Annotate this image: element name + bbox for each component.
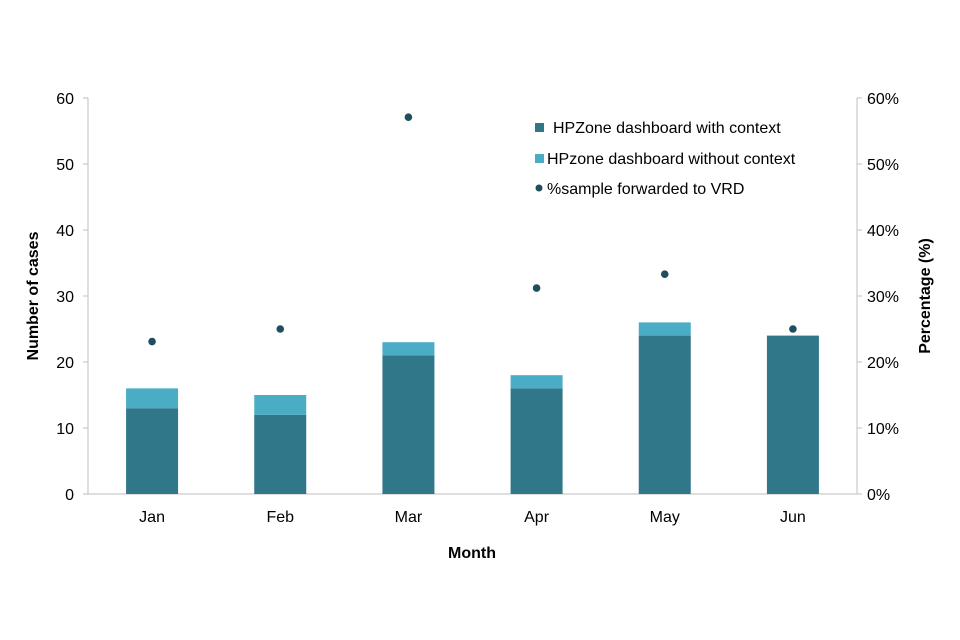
left-y-tick-label: 30	[56, 289, 74, 306]
point-apr-percent-forwarded	[532, 284, 541, 292]
y2-axis-title: Percentage (%)	[917, 238, 934, 354]
left-y-tick-label: 20	[56, 355, 74, 372]
legend-swatch-without-context	[535, 154, 544, 163]
right-y-tick-label: 0%	[867, 487, 890, 504]
left-y-tick-label: 10	[56, 421, 74, 438]
x-tick-label-apr: Apr	[524, 509, 550, 526]
x-tick-labels: Jan Feb Mar Apr May Jun	[139, 509, 806, 526]
points	[148, 113, 797, 346]
bar-apr-hpzone-dashboard-without-context	[510, 375, 563, 389]
right-y-tick-label: 30%	[867, 289, 899, 306]
legend: HPZone dashboard with context HPzone das…	[535, 120, 796, 198]
right-y-tick-label: 60%	[867, 91, 899, 108]
bar-feb-hpzone-dashboard-without-context	[254, 395, 307, 415]
legend-label-percent: %sample forwarded to VRD	[547, 181, 744, 198]
bar-mar-hpzone-dashboard-with-context	[382, 355, 435, 494]
legend-label-without-context: HPzone dashboard without context	[547, 151, 796, 168]
right-y-tick-labels: 0% 10% 20% 30% 40% 50% 60%	[857, 91, 899, 504]
legend-label-with-context: HPZone dashboard with context	[553, 120, 781, 137]
x-axis-title: Month	[448, 545, 496, 562]
right-y-tick-label: 10%	[867, 421, 899, 438]
bar-may-hpzone-dashboard-without-context	[638, 322, 691, 336]
x-tick-label-jun: Jun	[780, 509, 806, 526]
bar-jan-hpzone-dashboard-without-context	[126, 388, 179, 409]
right-y-tick-label: 20%	[867, 355, 899, 372]
legend-marker-percent	[535, 184, 543, 192]
x-tick-label-jan: Jan	[139, 509, 165, 526]
bars	[126, 322, 819, 494]
x-tick-label-feb: Feb	[266, 509, 294, 526]
point-feb-percent-forwarded	[276, 325, 285, 333]
left-y-tick-label: 0	[65, 487, 74, 504]
point-jan-percent-forwarded	[148, 337, 156, 346]
point-jun-percent-forwarded	[789, 325, 797, 333]
x-tick-label-mar: Mar	[395, 509, 423, 526]
left-y-tick-labels: 0 10 20 30 40 50 60	[56, 91, 88, 504]
left-y-tick-label: 40	[56, 223, 74, 240]
right-y-tick-label: 50%	[867, 157, 899, 174]
legend-swatch-with-context	[535, 123, 544, 132]
bar-mar-hpzone-dashboard-without-context	[382, 342, 435, 356]
bar-jun-hpzone-dashboard-with-context	[766, 335, 819, 494]
left-y-tick-label: 60	[56, 91, 74, 108]
x-tick-label-may: May	[650, 509, 680, 526]
bar-apr-hpzone-dashboard-with-context	[510, 388, 563, 494]
bar-feb-hpzone-dashboard-with-context	[254, 414, 307, 494]
bar-may-hpzone-dashboard-with-context	[638, 335, 691, 494]
bar-jan-hpzone-dashboard-with-context	[126, 408, 179, 494]
point-may-percent-forwarded	[660, 270, 669, 279]
point-mar-percent-forwarded	[404, 113, 413, 121]
left-y-tick-label: 50	[56, 157, 74, 174]
y-axis-title: Number of cases	[25, 231, 42, 360]
right-y-tick-label: 40%	[867, 223, 899, 240]
